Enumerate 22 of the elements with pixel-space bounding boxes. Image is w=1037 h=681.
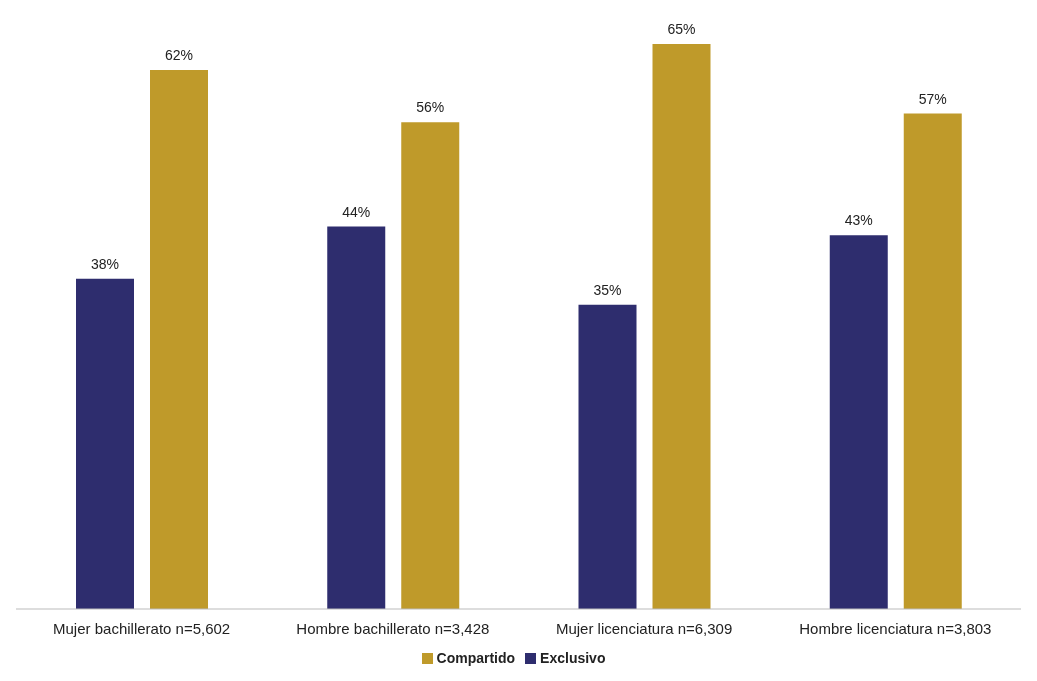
data-label: 35% — [593, 281, 622, 298]
bar — [652, 44, 711, 609]
data-label: 57% — [918, 90, 947, 107]
data-label: 62% — [164, 47, 194, 64]
data-label: 56% — [416, 99, 445, 116]
legend-label: Compartido — [436, 650, 516, 666]
data-label: 43% — [844, 212, 873, 229]
x-tick-label: Mujer licenciatura n=6,309 — [555, 619, 733, 637]
bar — [578, 304, 637, 609]
bar — [829, 235, 888, 609]
data-label: 38% — [90, 255, 120, 272]
bar — [150, 70, 208, 609]
bar — [76, 278, 134, 609]
data-label: 65% — [667, 21, 696, 37]
bar — [327, 226, 386, 609]
data-label: 44% — [342, 203, 371, 220]
bar — [903, 113, 962, 609]
bar — [401, 122, 460, 609]
x-tick-label: Hombre licenciatura n=3,803 — [799, 619, 992, 637]
legend-label: Exclusivo — [540, 650, 606, 666]
x-tick-label: Hombre bachillerato n=3,428 — [296, 619, 490, 637]
x-tick-label: Mujer bachillerato n=5,602 — [53, 619, 231, 637]
